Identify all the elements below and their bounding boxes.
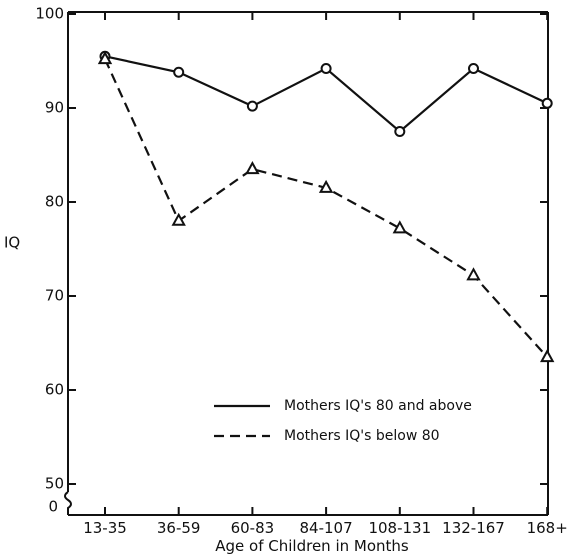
y-tick-label: 60 bbox=[45, 381, 64, 399]
series-1 bbox=[99, 50, 553, 137]
x-tick-label: 108-131 bbox=[368, 519, 431, 537]
x-tick-label: 13-35 bbox=[83, 519, 127, 537]
axes bbox=[64, 11, 549, 516]
y-axis-break bbox=[64, 491, 72, 515]
series bbox=[97, 50, 555, 363]
x-axis-label: Age of Children in Months bbox=[215, 537, 409, 555]
data-point bbox=[171, 212, 186, 226]
legend-entry: Mothers IQ's 80 and above bbox=[284, 398, 472, 414]
data-point bbox=[540, 349, 555, 363]
y-tick-label: 90 bbox=[45, 99, 64, 117]
data-point bbox=[245, 161, 260, 175]
y-tick-label-zero: 0 bbox=[48, 498, 58, 516]
series-2 bbox=[97, 51, 555, 363]
x-tick-label: 84-107 bbox=[300, 519, 353, 537]
data-point bbox=[541, 97, 553, 109]
data-point bbox=[320, 63, 332, 75]
data-point bbox=[466, 267, 481, 281]
data-point bbox=[392, 220, 407, 234]
x-tick-label: 168+ bbox=[527, 519, 568, 537]
series-line bbox=[103, 58, 549, 358]
legend: Mothers IQ's 80 and above Mothers IQ's be… bbox=[214, 398, 472, 444]
x-tick-label: 60-83 bbox=[231, 519, 275, 537]
y-tick-label: 100 bbox=[35, 5, 64, 23]
data-point bbox=[394, 126, 406, 137]
y-tick-label: 80 bbox=[45, 193, 64, 211]
x-tick-label: 132-167 bbox=[442, 519, 505, 537]
y-tick-label: 50 bbox=[45, 475, 64, 493]
y-axis-label: IQ bbox=[4, 234, 20, 252]
data-point bbox=[246, 100, 258, 112]
data-point bbox=[318, 179, 334, 193]
data-point bbox=[468, 63, 479, 75]
data-point bbox=[97, 51, 113, 65]
x-tick-label: 36-59 bbox=[157, 519, 201, 537]
ticks: 100 90 80 70 60 50 0 13-35 36-59 60-83 84-107 108-1… bbox=[35, 5, 567, 538]
y-tick-label: 70 bbox=[45, 287, 64, 305]
legend-entry: Mothers IQ's below 80 bbox=[284, 428, 440, 444]
data-point bbox=[173, 66, 185, 78]
